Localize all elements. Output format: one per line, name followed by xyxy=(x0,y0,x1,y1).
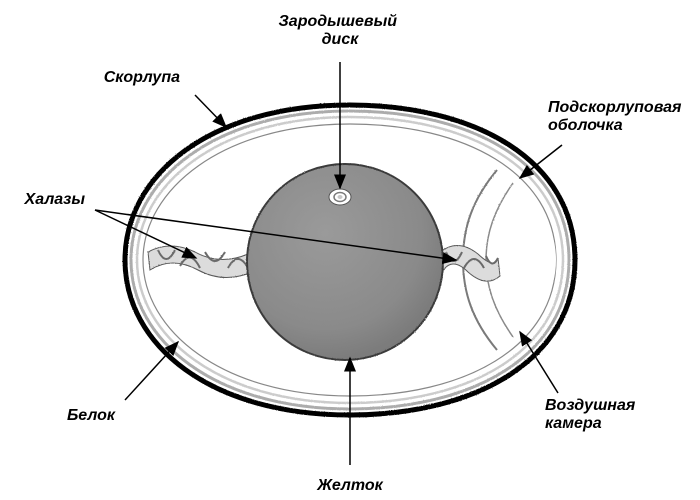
arrow-albumen xyxy=(125,342,178,400)
label-yolk: Желток xyxy=(316,477,383,494)
label-shell-membrane: Подскорлуповая оболочка xyxy=(548,99,686,134)
label-chalazae: Халазы xyxy=(24,191,86,208)
egg-anatomy-diagram: Зародышевый диск Скорлупа Подскорлуповая… xyxy=(0,0,700,500)
arrow-shell xyxy=(195,95,226,127)
germinal-disc xyxy=(329,189,351,205)
label-germinal-disc: Зародышевый диск xyxy=(279,13,402,48)
label-albumen: Белок xyxy=(67,407,116,424)
label-shell: Скорлупа xyxy=(104,69,180,86)
label-air-cell: Воздушная камера xyxy=(545,397,640,432)
